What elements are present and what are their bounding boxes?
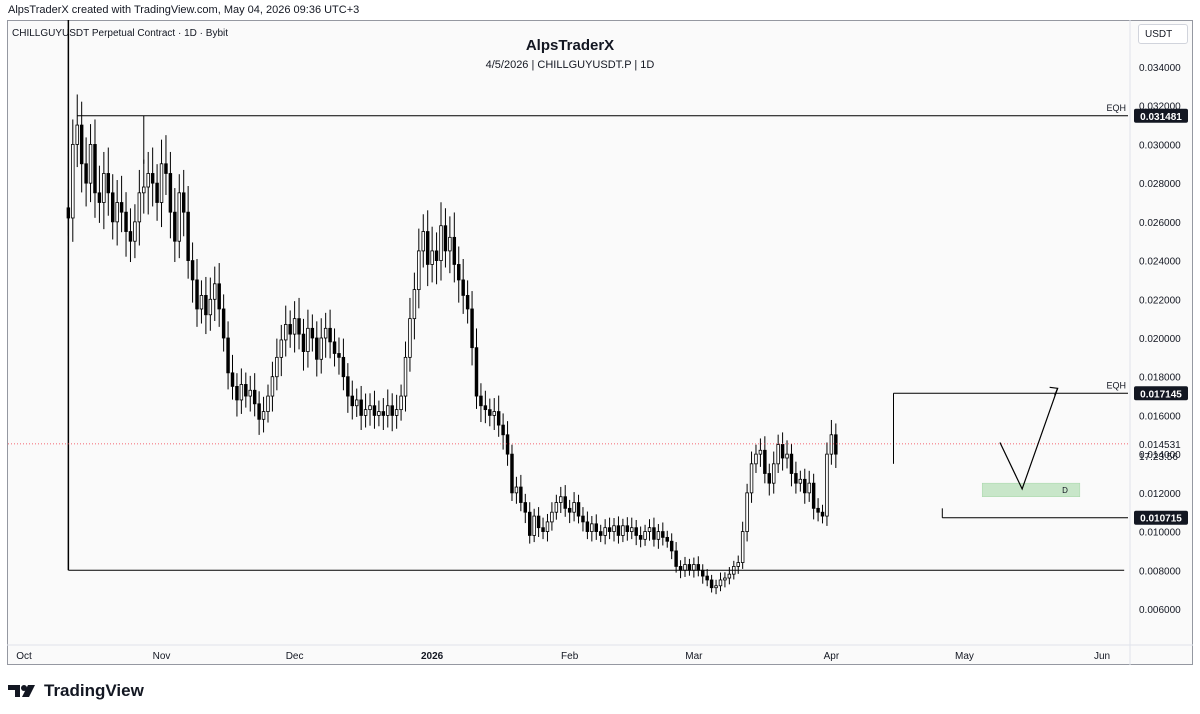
attribution-text: AlpsTraderX created with TradingView.com… (8, 4, 360, 16)
tradingview-logo-icon (8, 685, 35, 697)
symbol-description: CHILLGUYUSDT Perpetual Contract · 1D · B… (12, 28, 229, 39)
chart-pane[interactable] (7, 20, 1193, 665)
brand-name: TradingView (44, 681, 144, 700)
currency-selector[interactable]: USDT (1138, 24, 1188, 44)
chart-title: AlpsTraderX (525, 37, 615, 54)
brand-footer: TradingView (8, 681, 144, 701)
chart-subtitle: 4/5/2026 | CHILLGUYUSDT.P | 1D (485, 59, 655, 71)
